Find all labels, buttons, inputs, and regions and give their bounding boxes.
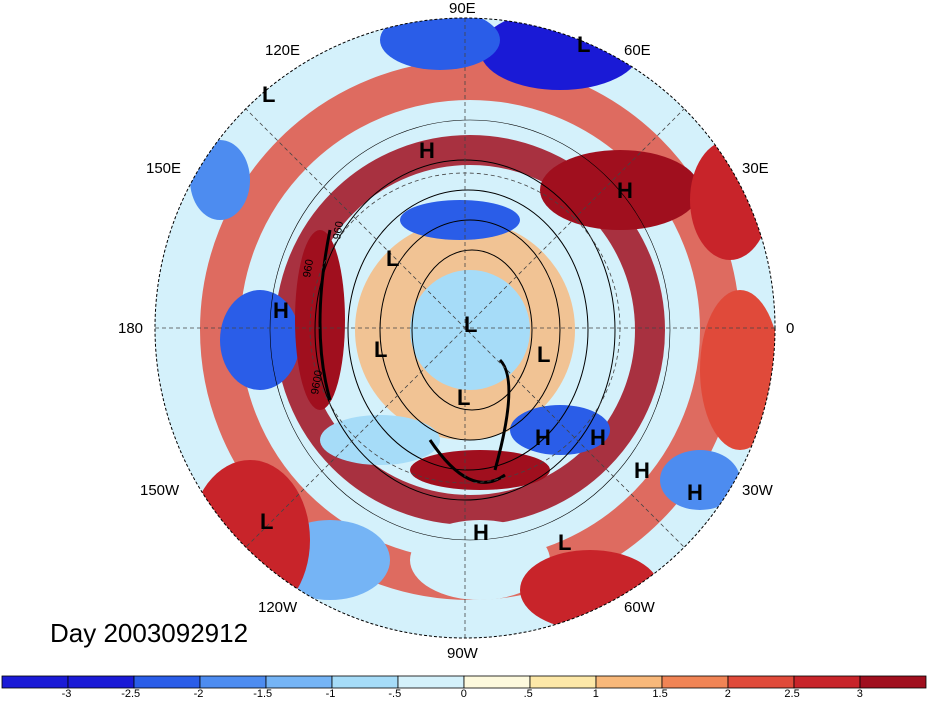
pressure-system-label: H xyxy=(273,298,289,323)
colorbar-swatch xyxy=(331,675,399,689)
colorbar-swatch xyxy=(595,675,663,689)
colorbar-tick-label: -1.5 xyxy=(253,688,273,700)
pressure-system-label: L xyxy=(464,312,478,337)
colorbar-swatch xyxy=(859,675,927,689)
pressure-system-label: L xyxy=(262,82,276,107)
lon-label-150e: 150E xyxy=(146,160,182,177)
colorbar-swatch xyxy=(463,675,531,689)
colorbar xyxy=(1,675,927,689)
lon-label-90e: 90E xyxy=(449,0,476,17)
colorbar-swatch xyxy=(529,675,597,689)
colorbar-swatch xyxy=(397,675,465,689)
pressure-system-label: H xyxy=(419,138,435,163)
lon-label-60e: 60E xyxy=(624,42,651,59)
colorbar-swatch xyxy=(133,675,201,689)
colorbar-swatch xyxy=(265,675,333,689)
lon-label-180: 180 xyxy=(118,320,144,337)
lon-label-120e: 120E xyxy=(265,42,301,59)
lon-label-150w: 150W xyxy=(140,482,180,499)
polar-stereographic-map: 960 960 9600 xyxy=(154,17,776,639)
colorbar-tick-label: 2.5 xyxy=(784,688,800,700)
colorbar-tick-label: -1 xyxy=(325,688,336,700)
colorbar-swatch xyxy=(1,675,69,689)
colorbar-tick-label: 1.5 xyxy=(652,688,668,700)
colorbar-tick-label: -2 xyxy=(193,688,204,700)
anomaly-field xyxy=(155,18,775,638)
colorbar-tick-label: -2.5 xyxy=(121,688,141,700)
pressure-system-label: H xyxy=(687,480,703,505)
pressure-system-label: L xyxy=(386,246,400,271)
colorbar-swatch xyxy=(661,675,729,689)
pressure-system-label: H xyxy=(617,178,633,203)
pressure-system-label: L xyxy=(457,385,471,410)
colorbar-tick-label: 3 xyxy=(856,688,863,700)
colorbar-tick-label: 0 xyxy=(460,688,467,700)
colorbar-swatch xyxy=(727,675,795,689)
pressure-system-label: H xyxy=(590,425,606,450)
pressure-system-label: L xyxy=(577,32,591,57)
contour-label: 960 xyxy=(301,258,316,278)
pressure-system-label: H xyxy=(473,520,489,545)
pressure-system-label: H xyxy=(634,458,650,483)
colorbar-tick-label: .5 xyxy=(523,688,533,700)
pressure-system-label: L xyxy=(260,509,274,534)
colorbar-swatch xyxy=(793,675,861,689)
colorbar-tick-label: -.5 xyxy=(388,688,402,700)
lon-label-0: 0 xyxy=(786,320,795,337)
colorbar-tick-label: 2 xyxy=(724,688,731,700)
lon-label-90w: 90W xyxy=(447,645,478,662)
lon-label-60w: 60W xyxy=(624,599,655,616)
colorbar-tick-label: -3 xyxy=(61,688,72,700)
map-boundary xyxy=(154,17,776,639)
contour-label: 960 xyxy=(331,220,346,240)
lon-label-30w: 30W xyxy=(742,482,773,499)
colorbar-tick-label: 1 xyxy=(592,688,599,700)
pressure-system-label: H xyxy=(535,425,551,450)
pressure-system-label: L xyxy=(374,337,388,362)
lon-label-120w: 120W xyxy=(258,599,298,616)
pressure-system-label: L xyxy=(537,342,551,367)
contour-label: 9600 xyxy=(309,369,325,395)
pressure-system-label: L xyxy=(558,530,572,555)
date-caption: Day 2003092912 xyxy=(50,618,249,648)
lon-label-30e: 30E xyxy=(742,160,769,177)
colorbar-swatch xyxy=(67,675,135,689)
colorbar-swatch xyxy=(199,675,267,689)
